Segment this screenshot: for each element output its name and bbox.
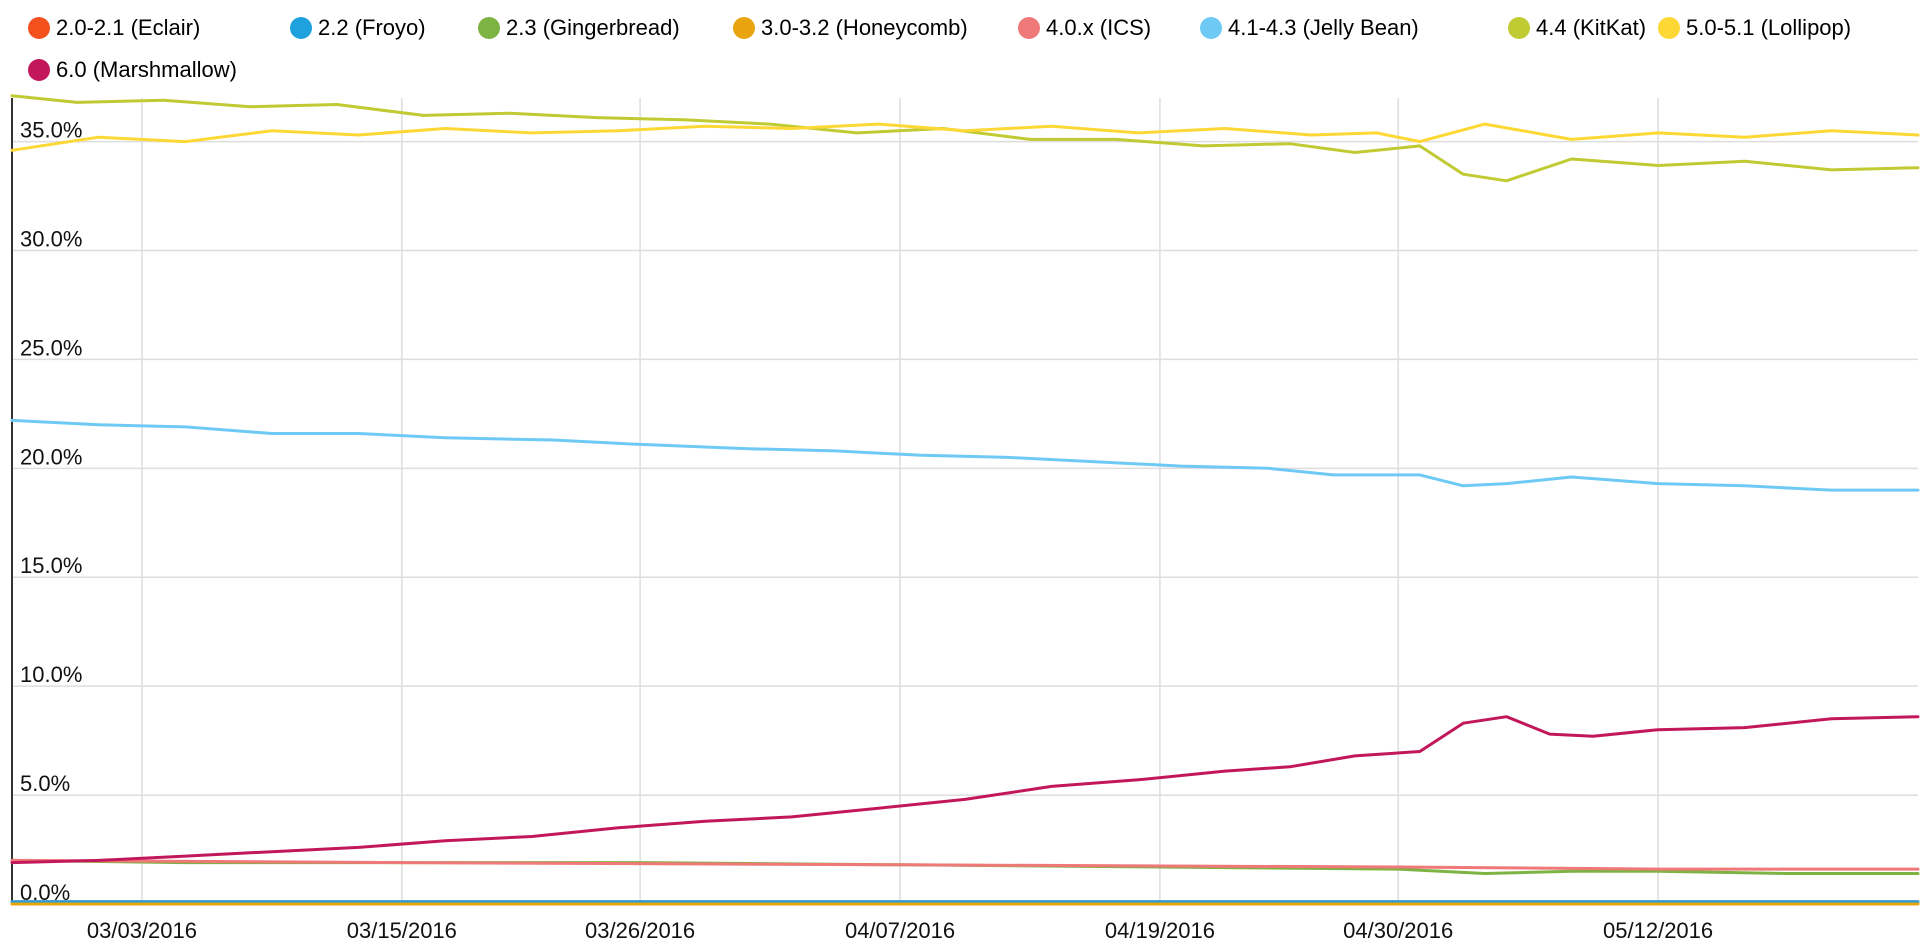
- x-tick-label: 05/12/2016: [1603, 918, 1713, 943]
- y-tick-label: 5.0%: [20, 771, 70, 796]
- legend-label: 4.0.x (ICS): [1046, 15, 1152, 40]
- series-line: [10, 715, 1920, 865]
- legend-item[interactable]: 6.0 (Marshmallow): [28, 50, 237, 90]
- series-line: [10, 858, 1920, 871]
- legend-swatch: [478, 17, 500, 39]
- series-line: [10, 94, 1920, 183]
- legend-label: 4.4 (KitKat): [1536, 15, 1647, 40]
- legend-label: 4.1-4.3 (Jelly Bean): [1228, 15, 1419, 40]
- x-tick-label: 03/26/2016: [585, 918, 695, 943]
- x-tick-label: 04/07/2016: [845, 918, 955, 943]
- legend-item[interactable]: 4.1-4.3 (Jelly Bean): [1200, 8, 1419, 48]
- legend-item[interactable]: 5.0-5.1 (Lollipop): [1658, 8, 1851, 48]
- legend-item[interactable]: 4.0.x (ICS): [1018, 8, 1151, 48]
- legend-swatch: [1658, 17, 1680, 39]
- y-tick-label: 20.0%: [20, 444, 82, 469]
- y-tick-label: 25.0%: [20, 335, 82, 360]
- x-tick-label: 03/15/2016: [347, 918, 457, 943]
- legend-swatch: [28, 17, 50, 39]
- legend-item[interactable]: 2.3 (Gingerbread): [478, 8, 680, 48]
- legend-item[interactable]: 2.0-2.1 (Eclair): [28, 8, 200, 48]
- legend-label: 2.3 (Gingerbread): [506, 15, 680, 40]
- legend-item[interactable]: 4.4 (KitKat): [1508, 8, 1646, 48]
- legend-swatch: [1200, 17, 1222, 39]
- x-tick-label: 04/30/2016: [1343, 918, 1453, 943]
- legend-item[interactable]: 3.0-3.2 (Honeycomb): [733, 8, 968, 48]
- legend-label: 6.0 (Marshmallow): [56, 57, 237, 82]
- legend-swatch: [733, 17, 755, 39]
- chart-legend: 2.0-2.1 (Eclair) 2.2 (Froyo) 2.3 (Gingerbr…: [28, 8, 1918, 96]
- legend-label: 2.0-2.1 (Eclair): [56, 15, 201, 40]
- legend-item[interactable]: 2.2 (Froyo): [290, 8, 426, 48]
- legend-swatch: [290, 17, 312, 39]
- series-line: [10, 418, 1920, 492]
- legend-swatch: [1508, 17, 1530, 39]
- legend-label: 2.2 (Froyo): [318, 15, 426, 40]
- legend-swatch: [28, 59, 50, 81]
- x-tick-label: 03/03/2016: [87, 918, 197, 943]
- x-tick-label: 04/19/2016: [1105, 918, 1215, 943]
- y-tick-label: 10.0%: [20, 662, 82, 687]
- y-tick-label: 30.0%: [20, 226, 82, 251]
- legend-label: 3.0-3.2 (Honeycomb): [761, 15, 968, 40]
- series-line: [10, 122, 1920, 152]
- y-tick-label: 15.0%: [20, 553, 82, 578]
- legend-label: 5.0-5.1 (Lollipop): [1686, 15, 1852, 40]
- y-tick-label: 35.0%: [20, 118, 82, 143]
- legend-swatch: [1018, 17, 1040, 39]
